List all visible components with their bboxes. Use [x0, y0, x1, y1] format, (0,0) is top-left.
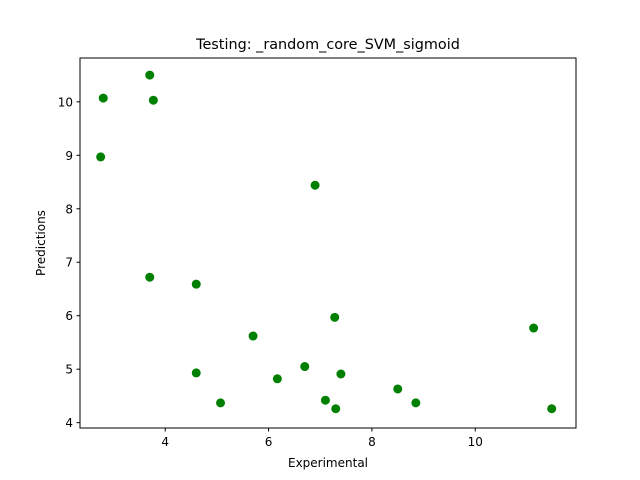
axes-frame — [79, 57, 577, 429]
data-point-2 — [98, 93, 108, 103]
data-points — [96, 70, 557, 414]
x-axis-ticks: 4 6 8 10 — [161, 428, 483, 449]
data-point-3 — [148, 95, 158, 105]
data-point-7 — [191, 279, 201, 289]
x-tick-label: 6 — [265, 435, 273, 449]
x-tick-label: 4 — [161, 435, 169, 449]
y-tick-label: 8 — [65, 202, 73, 216]
y-axis-ticks: 4 5 6 7 8 9 10 — [58, 95, 80, 430]
data-point-17 — [216, 398, 226, 408]
data-point-16 — [320, 395, 330, 405]
data-point-5 — [310, 180, 320, 190]
data-point-14 — [272, 374, 282, 384]
data-point-11 — [300, 362, 310, 372]
chart-title: Testing: _random_core_SVM_sigmoid — [195, 37, 460, 53]
data-point-9 — [529, 323, 539, 333]
x-tick-label: 10 — [468, 435, 483, 449]
x-axis-label: Experimental — [288, 456, 368, 470]
data-point-1 — [145, 70, 155, 80]
y-tick-label: 4 — [65, 416, 73, 430]
data-point-10 — [248, 331, 258, 341]
y-tick-label: 6 — [65, 309, 73, 323]
data-point-13 — [336, 369, 346, 379]
data-point-4 — [96, 152, 106, 162]
y-axis-label: Predictions — [34, 210, 48, 276]
data-point-18 — [411, 398, 421, 408]
x-tick-label: 8 — [368, 435, 376, 449]
y-tick-label: 5 — [65, 363, 73, 377]
data-point-20 — [547, 404, 557, 414]
data-point-6 — [145, 272, 155, 282]
data-point-8 — [330, 312, 340, 322]
y-tick-label: 9 — [65, 149, 73, 163]
plot-area: 4 6 8 10 4 5 6 7 8 9 10 — [58, 57, 577, 449]
y-tick-label: 7 — [65, 256, 73, 270]
data-point-19 — [331, 404, 341, 414]
data-point-12 — [191, 368, 201, 378]
data-point-15 — [393, 384, 403, 394]
y-tick-label: 10 — [58, 95, 73, 109]
